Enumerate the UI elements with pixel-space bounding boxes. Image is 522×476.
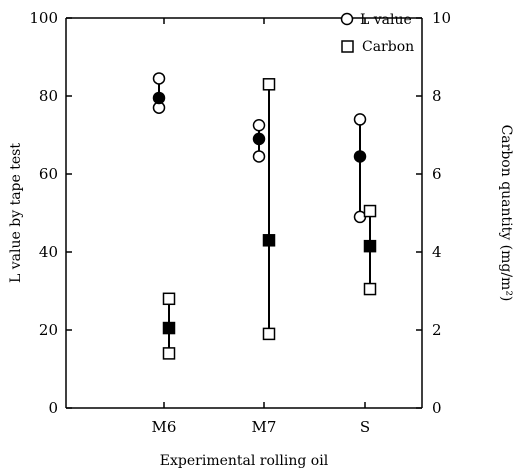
max-point-square — [363, 204, 377, 218]
min-point-square — [162, 347, 176, 360]
legend-square-icon — [341, 40, 354, 53]
mean-point-square — [363, 239, 377, 253]
y-axis-left-title: L value by tape test — [8, 143, 24, 283]
y-axis-right-title: Carbon quantity (mg/m²) — [498, 125, 514, 302]
x-tick-label: S — [360, 418, 370, 436]
y-right-tick-label: 2 — [432, 321, 442, 339]
y-left-tick-label: 20 — [39, 321, 58, 339]
y-right-tick-label: 8 — [432, 87, 442, 105]
min-point-square — [262, 327, 276, 341]
legend-circle-icon — [340, 12, 354, 26]
min-point-circle — [252, 150, 266, 163]
max-point-circle — [353, 113, 367, 126]
y-right-tick-label: 4 — [432, 243, 442, 261]
x-axis-title: Experimental rolling oil — [160, 453, 329, 469]
y-left-tick-label: 100 — [29, 9, 58, 27]
max-point-square — [162, 292, 176, 306]
legend-label-l-value: L value — [360, 12, 412, 28]
left-axis-ticks: 0 20 40 60 80 100 — [29, 9, 72, 417]
y-left-tick-label: 40 — [39, 243, 58, 261]
y-right-tick-label: 0 — [432, 399, 442, 417]
legend-label-carbon: Carbon — [362, 39, 414, 55]
data-marks — [152, 72, 377, 360]
mean-point-circle — [152, 91, 166, 105]
mean-point-square — [162, 321, 176, 335]
mean-point-circle — [353, 150, 367, 163]
x-axis-ticks: M6 M7 S — [152, 18, 370, 436]
right-axis-ticks: 0 2 4 6 8 10 — [416, 9, 451, 417]
legend-item-carbon: Carbon — [341, 39, 414, 55]
min-point-square — [363, 282, 377, 296]
legend-item-l-value: L value — [340, 12, 412, 28]
max-point-circle — [252, 119, 266, 132]
legend: L value Carbon — [340, 12, 414, 55]
x-tick-label: M6 — [152, 418, 177, 436]
y-right-tick-label: 6 — [432, 165, 442, 183]
max-point-square — [262, 78, 276, 91]
y-left-tick-label: 80 — [39, 87, 58, 105]
x-tick-label: M7 — [252, 418, 277, 436]
max-point-circle — [152, 72, 166, 85]
y-left-tick-label: 60 — [39, 165, 58, 183]
plot-frame — [65, 17, 423, 409]
mean-point-square — [262, 234, 276, 247]
y-right-tick-label: 10 — [432, 9, 451, 27]
y-left-tick-label: 0 — [48, 399, 58, 417]
mean-point-circle — [252, 132, 266, 146]
